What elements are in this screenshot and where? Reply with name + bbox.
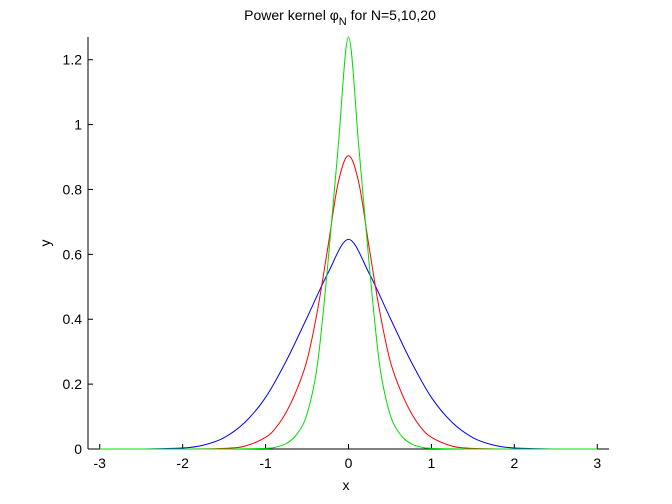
- chart-title-suffix: for N=5,10,20: [347, 7, 436, 23]
- y-tick-label: 0.6: [63, 246, 83, 262]
- chart-title-symbol: φ: [330, 7, 339, 23]
- x-tick-label: 0: [345, 455, 353, 471]
- y-tick-label: 1: [74, 117, 82, 133]
- series-line-2: [99, 155, 598, 450]
- chart-title-prefix: Power kernel: [244, 7, 330, 23]
- y-tick-label: 0.2: [63, 376, 83, 392]
- y-tick-label: 0.8: [63, 181, 83, 197]
- x-tick-label: -3: [94, 455, 107, 471]
- y-tick-label: 0.4: [63, 311, 83, 327]
- x-tick-label: 1: [428, 455, 436, 471]
- y-tick-label: 1.2: [63, 52, 83, 68]
- series-line-3: [99, 36, 598, 450]
- series-line-1: [99, 238, 598, 450]
- x-tick-label: 2: [510, 455, 518, 471]
- x-tick-label: -2: [176, 455, 189, 471]
- x-tick-label: -1: [259, 455, 272, 471]
- chart-title: Power kernel φN for N=5,10,20: [244, 7, 436, 28]
- y-axis-label: y: [37, 240, 53, 247]
- y-tick-label: 0: [74, 441, 82, 457]
- plot-area: -3 -2 -1 0 1 2 3 0 0.2 0.4 0.6 0.8 1 1.2: [63, 36, 609, 471]
- chart-title-subscript: N: [339, 16, 347, 28]
- x-tick-label: 3: [593, 455, 601, 471]
- x-axis-label: x: [343, 477, 350, 493]
